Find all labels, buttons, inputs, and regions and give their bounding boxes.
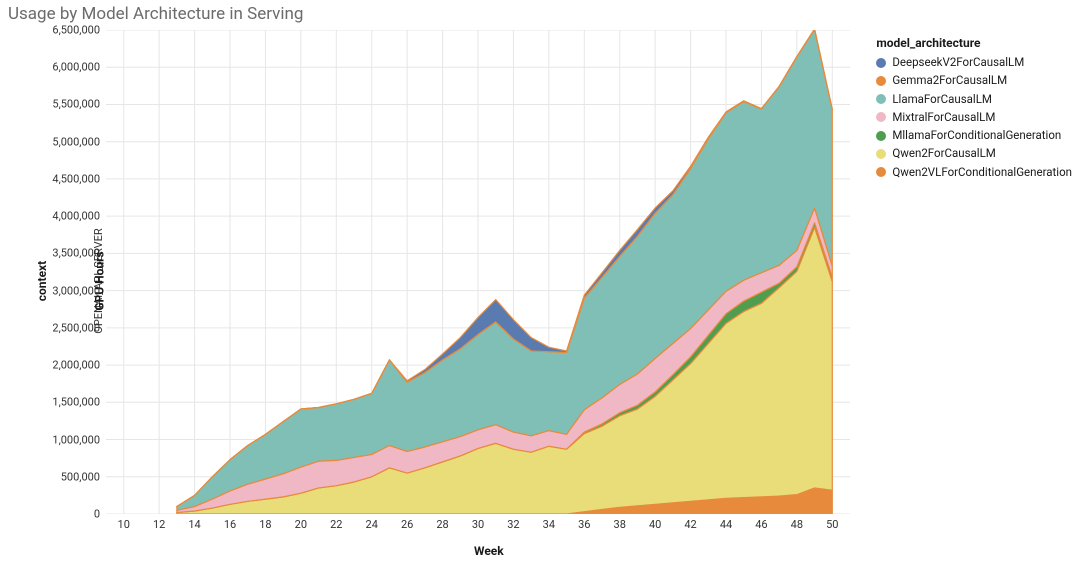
legend-label: LlamaForCausalLM [892, 91, 992, 108]
legend-swatch [876, 58, 886, 68]
y-tick-label: 4,500,000 [52, 172, 100, 185]
x-tick-label: 10 [118, 518, 130, 531]
x-tick-label: 42 [684, 518, 696, 531]
legend-swatch [876, 76, 886, 86]
y-tick-label: 500,000 [61, 470, 100, 483]
legend-label: Qwen2ForCausalLM [892, 145, 995, 162]
x-tick-label: 44 [720, 518, 732, 531]
y-tick-label: 3,500,000 [52, 247, 100, 260]
legend-item[interactable]: LlamaForCausalLM [876, 91, 1072, 108]
x-tick-label: 40 [649, 518, 661, 531]
x-tick-label: 16 [224, 518, 236, 531]
y-tick-label: 5,000,000 [52, 135, 100, 148]
y-tick-label: 4,000,000 [52, 210, 100, 223]
x-tick-label: 26 [401, 518, 413, 531]
x-tick-label: 48 [791, 518, 803, 531]
x-tick-label: 14 [188, 518, 200, 531]
y-tick-label: 2,000,000 [52, 359, 100, 372]
y-tick-label: 6,500,000 [52, 24, 100, 37]
legend-item[interactable]: DeepseekV2ForCausalLM [876, 54, 1072, 71]
chart-title: Usage by Model Architecture in Serving [8, 4, 303, 24]
legend-item[interactable]: MllamaForConditionalGeneration [876, 127, 1072, 144]
x-tick-label: 34 [543, 518, 555, 531]
legend-swatch [876, 131, 886, 141]
y-tick-label: 3,000,000 [52, 284, 100, 297]
legend: model_architecture DeepseekV2ForCausalLM… [876, 36, 1072, 182]
legend-swatch [876, 149, 886, 159]
legend-item[interactable]: Qwen2VLForConditionalGeneration [876, 164, 1072, 181]
y-tick-label: 1,000,000 [52, 433, 100, 446]
y-tick-label: 5,500,000 [52, 98, 100, 111]
x-tick-label: 24 [366, 518, 378, 531]
legend-swatch [876, 112, 886, 122]
x-tick-label: 22 [330, 518, 342, 531]
legend-label: DeepseekV2ForCausalLM [892, 54, 1024, 71]
y-axis-label: GPU Hours [93, 251, 107, 310]
legend-item[interactable]: Gemma2ForCausalLM [876, 72, 1072, 89]
y-tick-label: 1,500,000 [52, 396, 100, 409]
x-axis-label: Week [474, 544, 504, 558]
x-tick-label: 30 [472, 518, 484, 531]
x-tick-label: 36 [578, 518, 590, 531]
x-tick-label: 32 [507, 518, 519, 531]
x-tick-label: 50 [826, 518, 838, 531]
x-tick-label: 12 [153, 518, 165, 531]
stacked-area-svg [106, 30, 850, 514]
legend-label: MixtralForCausalLM [892, 109, 995, 126]
x-tick-label: 46 [755, 518, 767, 531]
legend-item[interactable]: MixtralForCausalLM [876, 109, 1072, 126]
legend-item[interactable]: Qwen2ForCausalLM [876, 145, 1072, 162]
x-tick-label: 18 [259, 518, 271, 531]
context-axis-label: context [35, 261, 49, 301]
legend-label: MllamaForConditionalGeneration [892, 127, 1061, 144]
legend-swatch [876, 167, 886, 177]
legend-label: Gemma2ForCausalLM [892, 72, 1007, 89]
x-tick-label: 20 [295, 518, 307, 531]
y-tick-label: 6,000,000 [52, 61, 100, 74]
x-tick-label: 38 [614, 518, 626, 531]
legend-swatch [876, 94, 886, 104]
legend-title: model_architecture [876, 36, 1072, 50]
chart-container: Usage by Model Architecture in Serving c… [0, 0, 1080, 562]
x-tick-label: 28 [436, 518, 448, 531]
plot-area: 0500,0001,000,0001,500,0002,000,0002,500… [106, 30, 850, 514]
y-tick-label: 0 [94, 508, 100, 521]
legend-label: Qwen2VLForConditionalGeneration [892, 164, 1072, 181]
y-tick-label: 2,500,000 [52, 321, 100, 334]
